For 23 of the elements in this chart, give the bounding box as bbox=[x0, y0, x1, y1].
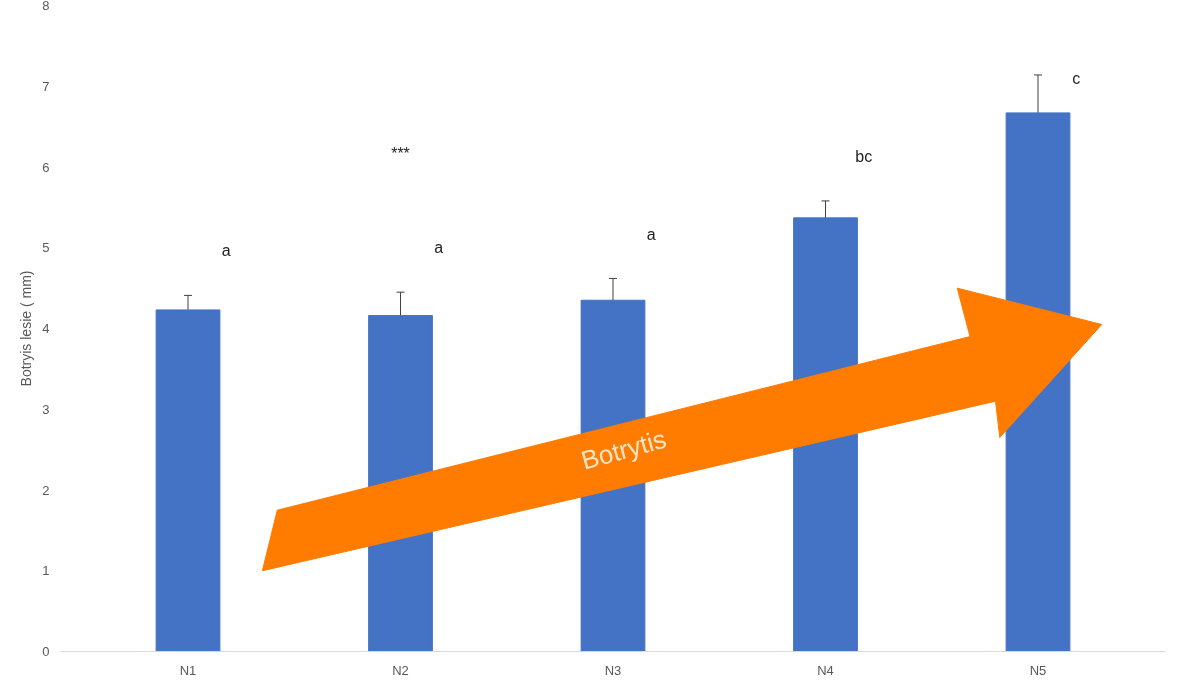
y-tick-label: 3 bbox=[42, 401, 50, 417]
y-tick-label: 4 bbox=[42, 321, 50, 336]
y-tick-label: 8 bbox=[42, 0, 50, 13]
x-tick-label: N1 bbox=[179, 662, 197, 678]
x-tick-label: N3 bbox=[604, 662, 622, 678]
x-tick-label: N2 bbox=[392, 662, 409, 678]
y-tick-label: 2 bbox=[42, 482, 50, 498]
annotation: Botrytis bbox=[577, 423, 670, 476]
y-axis-title: Botryis lesie ( mm) bbox=[18, 270, 35, 387]
annotation: c bbox=[1072, 69, 1081, 87]
annotation: a bbox=[434, 239, 444, 257]
y-tick-label: 5 bbox=[42, 240, 50, 256]
y-tick-label: 1 bbox=[42, 563, 50, 579]
annotation: a bbox=[221, 242, 231, 260]
bar bbox=[155, 309, 221, 652]
y-tick-label: 0 bbox=[42, 644, 50, 659]
x-tick-label: N5 bbox=[1029, 662, 1047, 678]
y-tick-label: 6 bbox=[42, 159, 50, 175]
annotation: bc bbox=[855, 148, 873, 165]
annotation: *** bbox=[391, 144, 410, 162]
x-tick-label: N4 bbox=[817, 662, 834, 678]
annotation: a bbox=[646, 225, 656, 243]
y-tick-label: 7 bbox=[42, 78, 50, 94]
